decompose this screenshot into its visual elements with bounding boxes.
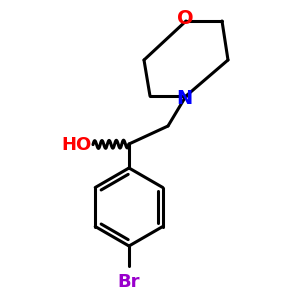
Text: O: O	[177, 9, 194, 28]
Text: Br: Br	[118, 273, 140, 291]
Text: HO: HO	[61, 136, 92, 154]
Text: N: N	[176, 89, 193, 108]
